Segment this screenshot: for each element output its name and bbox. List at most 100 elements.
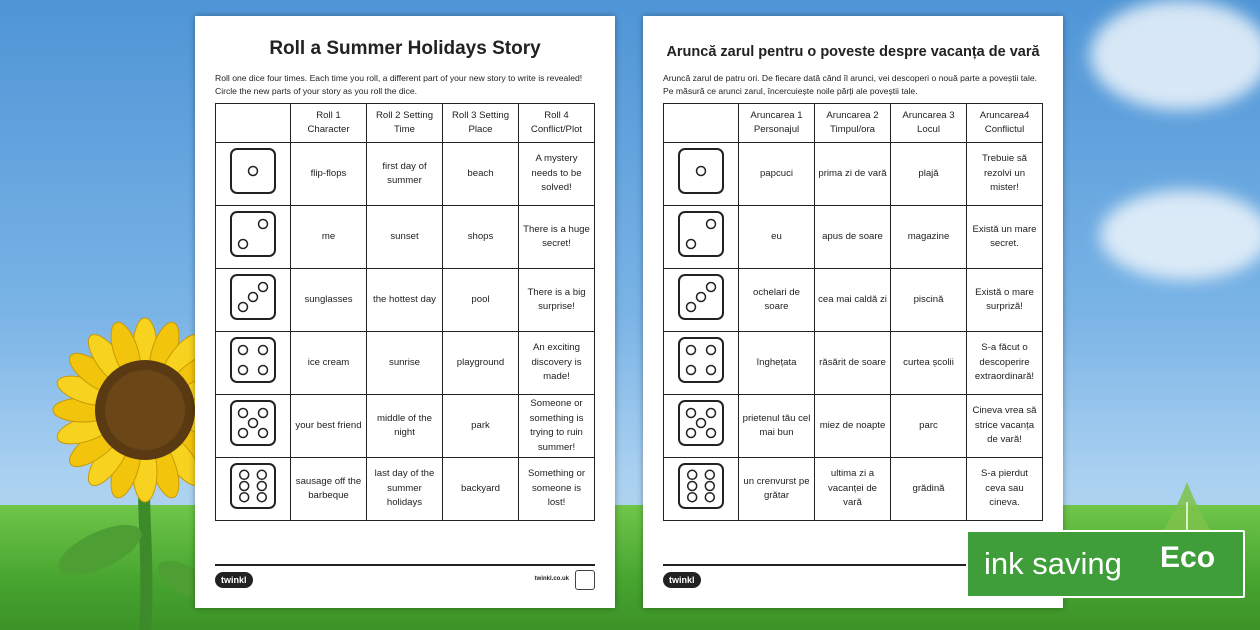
- story-cell[interactable]: S-a făcut o descoperire extraordinară!: [966, 331, 1043, 395]
- dice-face-4-icon: [215, 331, 291, 395]
- table-row: un crenvurst pe grătar ultima zi a vacanț…: [663, 457, 1043, 521]
- story-cell[interactable]: miez de noapte: [814, 394, 891, 458]
- dice-face-3-icon: [215, 268, 291, 332]
- dice-face-2-icon: [215, 205, 291, 269]
- story-cell[interactable]: cea mai caldă zi: [814, 268, 891, 332]
- table-row: ochelari de soare cea mai caldă zi piscină…: [663, 268, 1043, 332]
- story-cell[interactable]: magazine: [890, 205, 967, 269]
- story-cell[interactable]: un crenvurst pe grătar: [738, 457, 815, 521]
- dice-face-1-icon: [215, 142, 291, 206]
- dice-face-4-icon: [663, 331, 739, 395]
- story-cell[interactable]: papcuci: [738, 142, 815, 206]
- table-row: prietenul tău cel mai bun miez de noapte p…: [663, 394, 1043, 458]
- table-row: your best friend middle of the night park S…: [215, 394, 595, 458]
- footer-divider: [663, 564, 1043, 566]
- twinkl-logo: twinkl: [663, 572, 701, 588]
- story-cell[interactable]: S-a pierdut ceva sau cineva.: [966, 457, 1043, 521]
- story-cell[interactable]: middle of the night: [366, 394, 443, 458]
- story-cell[interactable]: first day of summer: [366, 142, 443, 206]
- story-cell[interactable]: curtea școlii: [890, 331, 967, 395]
- eco-label: Eco: [1160, 541, 1216, 574]
- story-cell[interactable]: Something or someone is lost!: [518, 457, 595, 521]
- footer-divider: [215, 564, 595, 566]
- story-cell[interactable]: pool: [442, 268, 519, 332]
- table-row: sausage off the barbeque last day of the …: [215, 457, 595, 521]
- column-header: Roll 4 Conflict/Plot: [518, 103, 595, 143]
- story-cell[interactable]: There is a big surprise!: [518, 268, 595, 332]
- cloud: [1100, 190, 1260, 280]
- story-cell[interactable]: ochelari de soare: [738, 268, 815, 332]
- column-header: Roll 1 Character: [290, 103, 367, 143]
- story-cell[interactable]: sunglasses: [290, 268, 367, 332]
- column-header: Aruncarea 3 Locul: [890, 103, 967, 143]
- worksheet-title: Aruncă zarul pentru o poveste despre vac…: [666, 44, 1040, 60]
- story-cell[interactable]: flip-flops: [290, 142, 367, 206]
- sunflower-illustration: [52, 317, 220, 630]
- story-cell[interactable]: shops: [442, 205, 519, 269]
- column-header: [663, 103, 739, 143]
- dice-face-2-icon: [663, 205, 739, 269]
- story-cell[interactable]: plajă: [890, 142, 967, 206]
- story-cell[interactable]: Trebuie să rezolvi un mister!: [966, 142, 1043, 206]
- story-cell[interactable]: prima zi de vară: [814, 142, 891, 206]
- story-cell[interactable]: prietenul tău cel mai bun: [738, 394, 815, 458]
- worksheet-title: Roll a Summer Holidays Story: [269, 38, 541, 59]
- footer-url: twinkl.co.uk: [534, 576, 569, 582]
- story-cell[interactable]: piscină: [890, 268, 967, 332]
- story-cell[interactable]: Someone or something is trying to ruin s…: [518, 394, 595, 458]
- table-header-row: Roll 1 Character Roll 2 Setting Time Roll …: [215, 103, 595, 143]
- story-cell[interactable]: sunrise: [366, 331, 443, 395]
- story-cell[interactable]: răsărit de soare: [814, 331, 891, 395]
- story-cell[interactable]: your best friend: [290, 394, 367, 458]
- story-cell[interactable]: An exciting discovery is made!: [518, 331, 595, 395]
- story-cell[interactable]: apus de soare: [814, 205, 891, 269]
- story-cell[interactable]: parc: [890, 394, 967, 458]
- table-row: sunglasses the hottest day pool There is a …: [215, 268, 595, 332]
- dice-face-3-icon: [663, 268, 739, 332]
- story-table: Aruncarea 1 Personajul Aruncarea 2 Timpul…: [663, 103, 1043, 521]
- story-cell[interactable]: backyard: [442, 457, 519, 521]
- column-header: Aruncarea 2 Timpul/ora: [814, 103, 891, 143]
- story-cell[interactable]: me: [290, 205, 367, 269]
- story-cell[interactable]: the hottest day: [366, 268, 443, 332]
- story-cell[interactable]: playground: [442, 331, 519, 395]
- story-cell[interactable]: beach: [442, 142, 519, 206]
- column-header: Aruncarea 1 Personajul: [738, 103, 815, 143]
- story-cell[interactable]: last day of the summer holidays: [366, 457, 443, 521]
- table-row: ice cream sunrise playground An exciting di…: [215, 331, 595, 395]
- cloud: [1090, 0, 1260, 110]
- column-header: [215, 103, 291, 143]
- table-row: papcuci prima zi de vară plajă Trebuie să r…: [663, 142, 1043, 206]
- table-row: eu apus de soare magazine Există un mare se…: [663, 205, 1043, 269]
- story-cell[interactable]: There is a huge secret!: [518, 205, 595, 269]
- ink-saving-text: ink saving: [984, 546, 1122, 581]
- column-header: Roll 3 Setting Place: [442, 103, 519, 143]
- story-table: Roll 1 Character Roll 2 Setting Time Roll …: [215, 103, 595, 521]
- story-cell[interactable]: grădină: [890, 457, 967, 521]
- table-row: flip-flops first day of summer beach A myst…: [215, 142, 595, 206]
- story-cell[interactable]: înghețata: [738, 331, 815, 395]
- story-cell[interactable]: sausage off the barbeque: [290, 457, 367, 521]
- ink-saving-badge: ink saving: [966, 530, 1245, 598]
- dice-face-6-icon: [663, 457, 739, 521]
- story-cell[interactable]: park: [442, 394, 519, 458]
- story-cell[interactable]: ultima zi a vacanței de vară: [814, 457, 891, 521]
- column-header: Roll 2 Setting Time: [366, 103, 443, 143]
- story-cell[interactable]: Există un mare secret.: [966, 205, 1043, 269]
- story-cell[interactable]: ice cream: [290, 331, 367, 395]
- twinkl-logo: twinkl: [215, 572, 253, 588]
- story-cell[interactable]: sunset: [366, 205, 443, 269]
- story-cell[interactable]: eu: [738, 205, 815, 269]
- story-cell[interactable]: Cineva vrea să strice vacanța de vară!: [966, 394, 1043, 458]
- english-worksheet-page: Roll a Summer Holidays Story Roll one di…: [195, 16, 615, 608]
- story-cell[interactable]: Există o mare surpriză!: [966, 268, 1043, 332]
- instructions-text: Aruncă zarul de patru ori. De fiecare da…: [663, 73, 1038, 96]
- dice-face-1-icon: [663, 142, 739, 206]
- dice-face-6-icon: [215, 457, 291, 521]
- dice-face-5-icon: [215, 394, 291, 458]
- story-cell[interactable]: A mystery needs to be solved!: [518, 142, 595, 206]
- table-header-row: Aruncarea 1 Personajul Aruncarea 2 Timpul…: [663, 103, 1043, 143]
- table-row: me sunset shops There is a huge secret!: [215, 205, 595, 269]
- instructions-text: Roll one dice four times. Each time you …: [215, 73, 583, 96]
- romanian-worksheet-page: Aruncă zarul pentru o poveste despre vac…: [643, 16, 1063, 608]
